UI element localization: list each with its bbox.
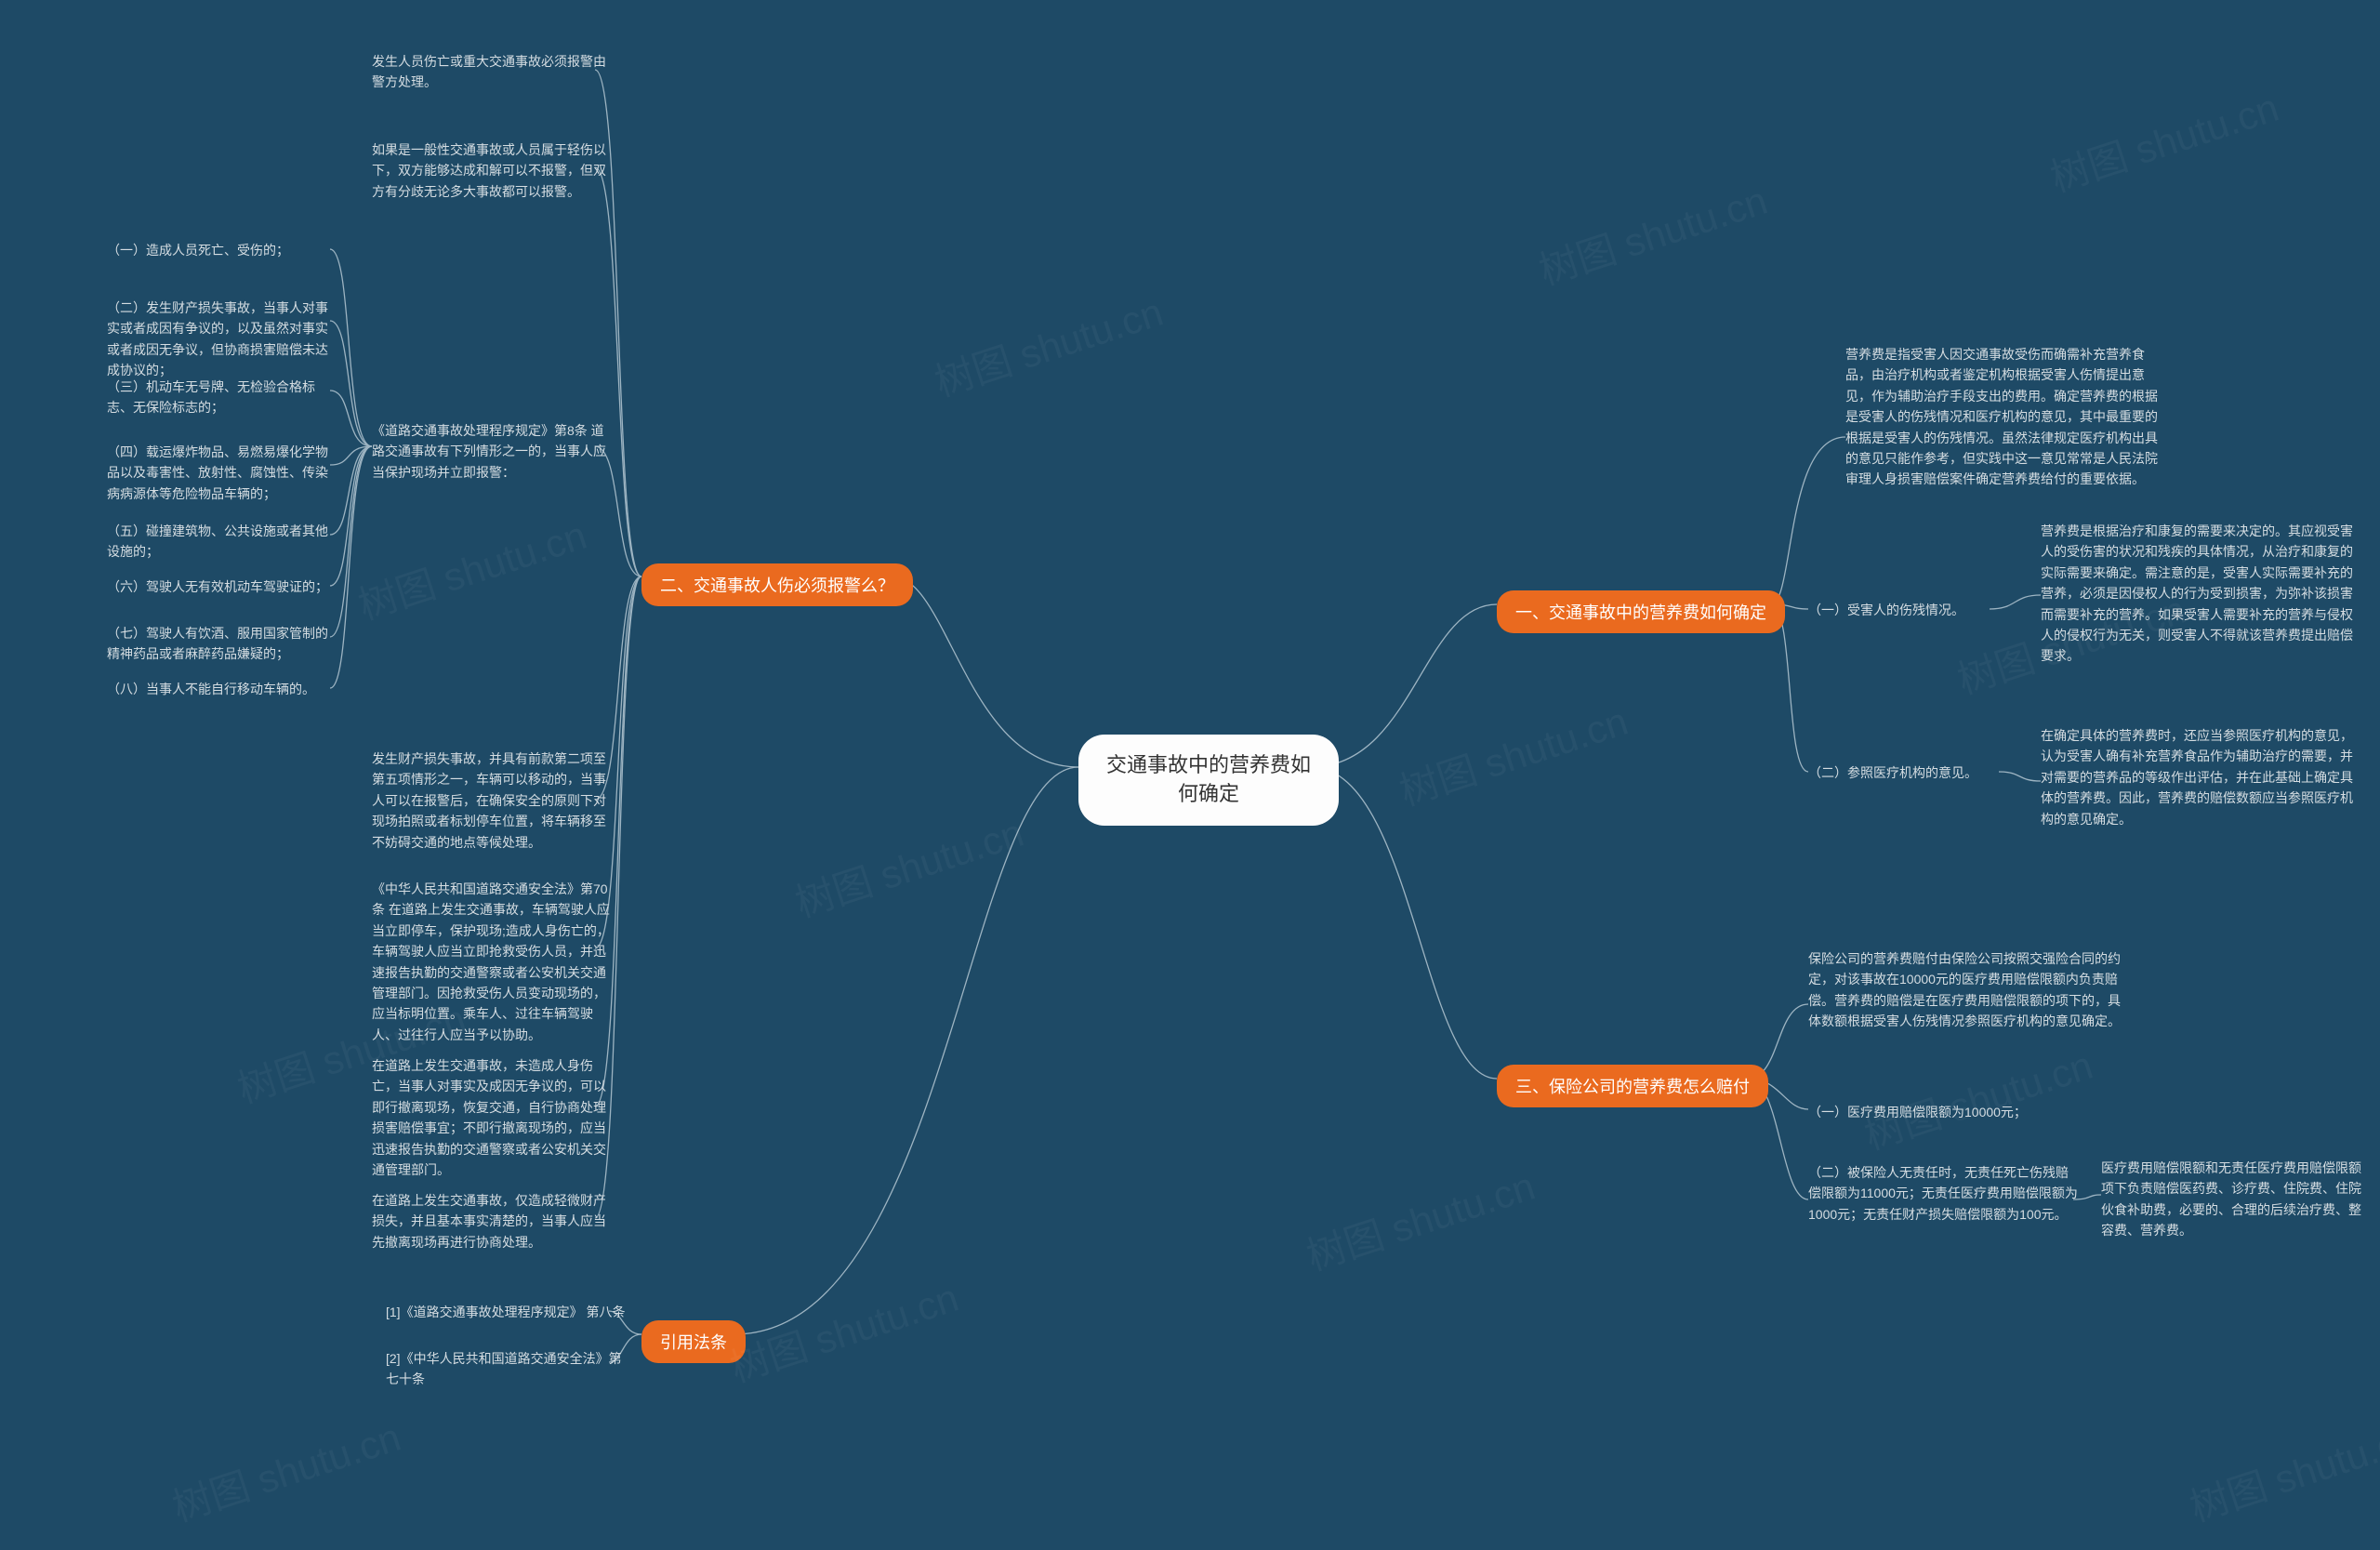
- leaf-3c6: （六）驾驶人无有效机动车驾驶证的；: [107, 576, 328, 597]
- leaf-3a: 发生人员伤亡或重大交通事故必须报警由警方处理。: [372, 51, 614, 93]
- leaf-3c: 《道路交通事故处理程序规定》第8条 道路交通事故有下列情形之一的，当事人应当保护…: [372, 420, 614, 483]
- leaf-3b: 如果是一般性交通事故或人员属于轻伤以下，双方能够达成和解可以不报警，但双方有分歧…: [372, 139, 614, 202]
- watermark: 树图 shutu.cn: [2043, 76, 2285, 204]
- branch-3[interactable]: 二、交通事故人伤必须报警么？: [641, 563, 913, 606]
- sub-2-1: （一）医疗费用赔偿限额为10000元；: [1808, 1102, 2027, 1122]
- watermark: 树图 shutu.cn: [1857, 1034, 2099, 1161]
- leaf-3e: 《中华人民共和国道路交通安全法》第70条 在道路上发生交通事故，车辆驾驶人应当立…: [372, 879, 614, 1045]
- watermark: 树图 shutu.cn: [1392, 690, 1634, 817]
- branch-2[interactable]: 三、保险公司的营养费怎么赔付: [1497, 1065, 1768, 1107]
- branch-1[interactable]: 一、交通事故中的营养费如何确定: [1497, 590, 1785, 633]
- leaf-1-2a: 在确定具体的营养费时，还应当参照医疗机构的意见，认为受害人确有补充营养食品作为辅…: [2041, 725, 2357, 829]
- leaf-3d: 发生财产损失事故，并具有前款第二项至第五项情形之一，车辆可以移动的，当事人可以在…: [372, 749, 614, 853]
- leaf-4b: [2]《中华人民共和国道路交通安全法》第七十条: [386, 1348, 628, 1390]
- leaf-1-1a: 营养费是根据治疗和康复的需要来决定的。其应视受害人的受伤害的状况和残疾的具体情况…: [2041, 521, 2357, 667]
- leaf-3c8: （八）当事人不能自行移动车辆的。: [107, 679, 315, 699]
- sub-1-1: （一）受害人的伤残情况。: [1808, 600, 1964, 620]
- watermark: 树图 shutu.cn: [787, 801, 1030, 929]
- branch-4[interactable]: 引用法条: [641, 1320, 746, 1363]
- leaf-4a: [1]《道路交通事故处理程序规定》 第八条: [386, 1302, 625, 1322]
- center-node: 交通事故中的营养费如何确定: [1078, 735, 1339, 826]
- watermark: 树图 shutu.cn: [2182, 1406, 2380, 1533]
- leaf-3c7: （七）驾驶人有饮酒、服用国家管制的精神药品或者麻醉药品嫌疑的；: [107, 623, 330, 665]
- leaf-3c2: （二）发生财产损失事故，当事人对事实或者成因有争议的，以及虽然对事实或者成因无争…: [107, 298, 330, 381]
- leaf-1-intro: 营养费是指受害人因交通事故受伤而确需补充营养食品，由治疗机构或者鉴定机构根据受害…: [1845, 344, 2162, 490]
- leaf-2-intro: 保险公司的营养费赔付由保险公司按照交强险合同的约定，对该事故在10000元的医疗…: [1808, 948, 2124, 1032]
- leaf-3c4: （四）载运爆炸物品、易燃易爆化学物品以及毒害性、放射性、腐蚀性、传染病病源体等危…: [107, 442, 330, 504]
- leaf-3c1: （一）造成人员死亡、受伤的；: [107, 240, 289, 260]
- watermark: 树图 shutu.cn: [350, 504, 593, 631]
- leaf-3g: 在道路上发生交通事故，仅造成轻微财产损失，并且基本事实清楚的，当事人应当先撤离现…: [372, 1190, 614, 1252]
- leaf-2-2a: 医疗费用赔偿限额和无责任医疗费用赔偿限额项下负责赔偿医药费、诊疗费、住院费、住院…: [2101, 1158, 2361, 1241]
- watermark: 树图 shutu.cn: [722, 1266, 965, 1394]
- leaf-3c5: （五）碰撞建筑物、公共设施或者其他设施的；: [107, 521, 330, 563]
- sub-2-2: （二）被保险人无责任时，无责任死亡伤残赔偿限额为11000元；无责任医疗费用赔偿…: [1808, 1162, 2078, 1225]
- leaf-3f: 在道路上发生交通事故，未造成人身伤亡，当事人对事实及成因无争议的，可以即行撤离现…: [372, 1055, 614, 1180]
- watermark: 树图 shutu.cn: [927, 281, 1170, 408]
- leaf-3c3: （三）机动车无号牌、无检验合格标志、无保险标志的；: [107, 377, 330, 418]
- watermark: 树图 shutu.cn: [165, 1406, 407, 1533]
- sub-1-2: （二）参照医疗机构的意见。: [1808, 762, 1977, 783]
- watermark: 树图 shutu.cn: [1531, 169, 1774, 297]
- watermark: 树图 shutu.cn: [1299, 1155, 1541, 1282]
